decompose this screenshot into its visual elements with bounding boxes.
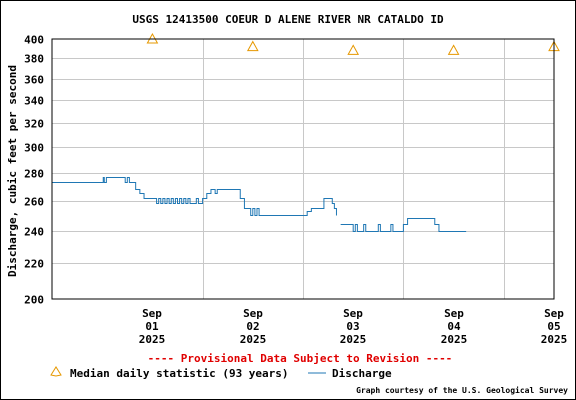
y-tick-label: 240 (24, 226, 44, 239)
y-tick-label: 320 (24, 118, 44, 131)
median-point-triangle-icon (246, 40, 259, 52)
median-point-triangle-icon (347, 44, 360, 55)
x-tick-label: Sep (142, 307, 162, 320)
chart-title: USGS 12413500 COEUR D ALENE RIVER NR CAT… (132, 13, 444, 26)
y-tick-label: 300 (24, 142, 44, 155)
y-tick-label: 380 (24, 53, 44, 66)
x-tick-label: Sep (343, 307, 363, 320)
usgs-credit: Graph courtesy of the U.S. Geological Su… (356, 385, 568, 395)
y-tick-label: 260 (24, 196, 44, 209)
y-tick-label: 280 (24, 168, 44, 181)
legend-discharge-label: Discharge (332, 367, 392, 380)
median-point-triangle-icon (447, 44, 460, 55)
y-tick-label: 220 (24, 258, 44, 271)
y-axis-label: Discharge, cubic feet per second (6, 65, 19, 277)
discharge-line (340, 218, 467, 232)
x-tick-label: 03 (346, 320, 359, 333)
x-tick-label: 05 (547, 320, 560, 333)
discharge-line (52, 177, 337, 216)
x-tick-label: 2025 (240, 333, 267, 346)
legend-triangle-icon (50, 366, 62, 377)
provisional-note: ---- Provisional Data Subject to Revisio… (148, 352, 453, 365)
x-tick-label: 01 (145, 320, 159, 333)
x-tick-label: 2025 (340, 333, 367, 346)
x-tick-label: Sep (544, 307, 564, 320)
y-tick-label: 200 (24, 294, 44, 307)
y-tick-label: 340 (24, 95, 44, 108)
x-tick-label: 2025 (441, 333, 468, 346)
x-tick-label: 04 (447, 320, 461, 333)
legend: Median daily statistic (93 years) Discha… (50, 366, 392, 380)
x-tick-label: Sep (243, 307, 263, 320)
y-axis-ticks: 200 220 240 260 280 300 320 340 360 380 400 (24, 34, 44, 307)
median-series (146, 32, 560, 55)
plot-area-border (51, 38, 555, 300)
legend-median-label: Median daily statistic (93 years) (70, 367, 289, 380)
x-axis-ticks: Sep012025Sep022025Sep032025Sep042025Sep0… (139, 307, 568, 346)
discharge-series (52, 177, 467, 232)
x-tick-label: 2025 (541, 333, 568, 346)
x-tick-label: 02 (246, 320, 259, 333)
y-tick-label: 360 (24, 74, 44, 87)
x-tick-label: 2025 (139, 333, 166, 346)
y-tick-label: 400 (24, 34, 44, 47)
grid-lines (52, 39, 554, 299)
x-tick-label: Sep (444, 307, 464, 320)
